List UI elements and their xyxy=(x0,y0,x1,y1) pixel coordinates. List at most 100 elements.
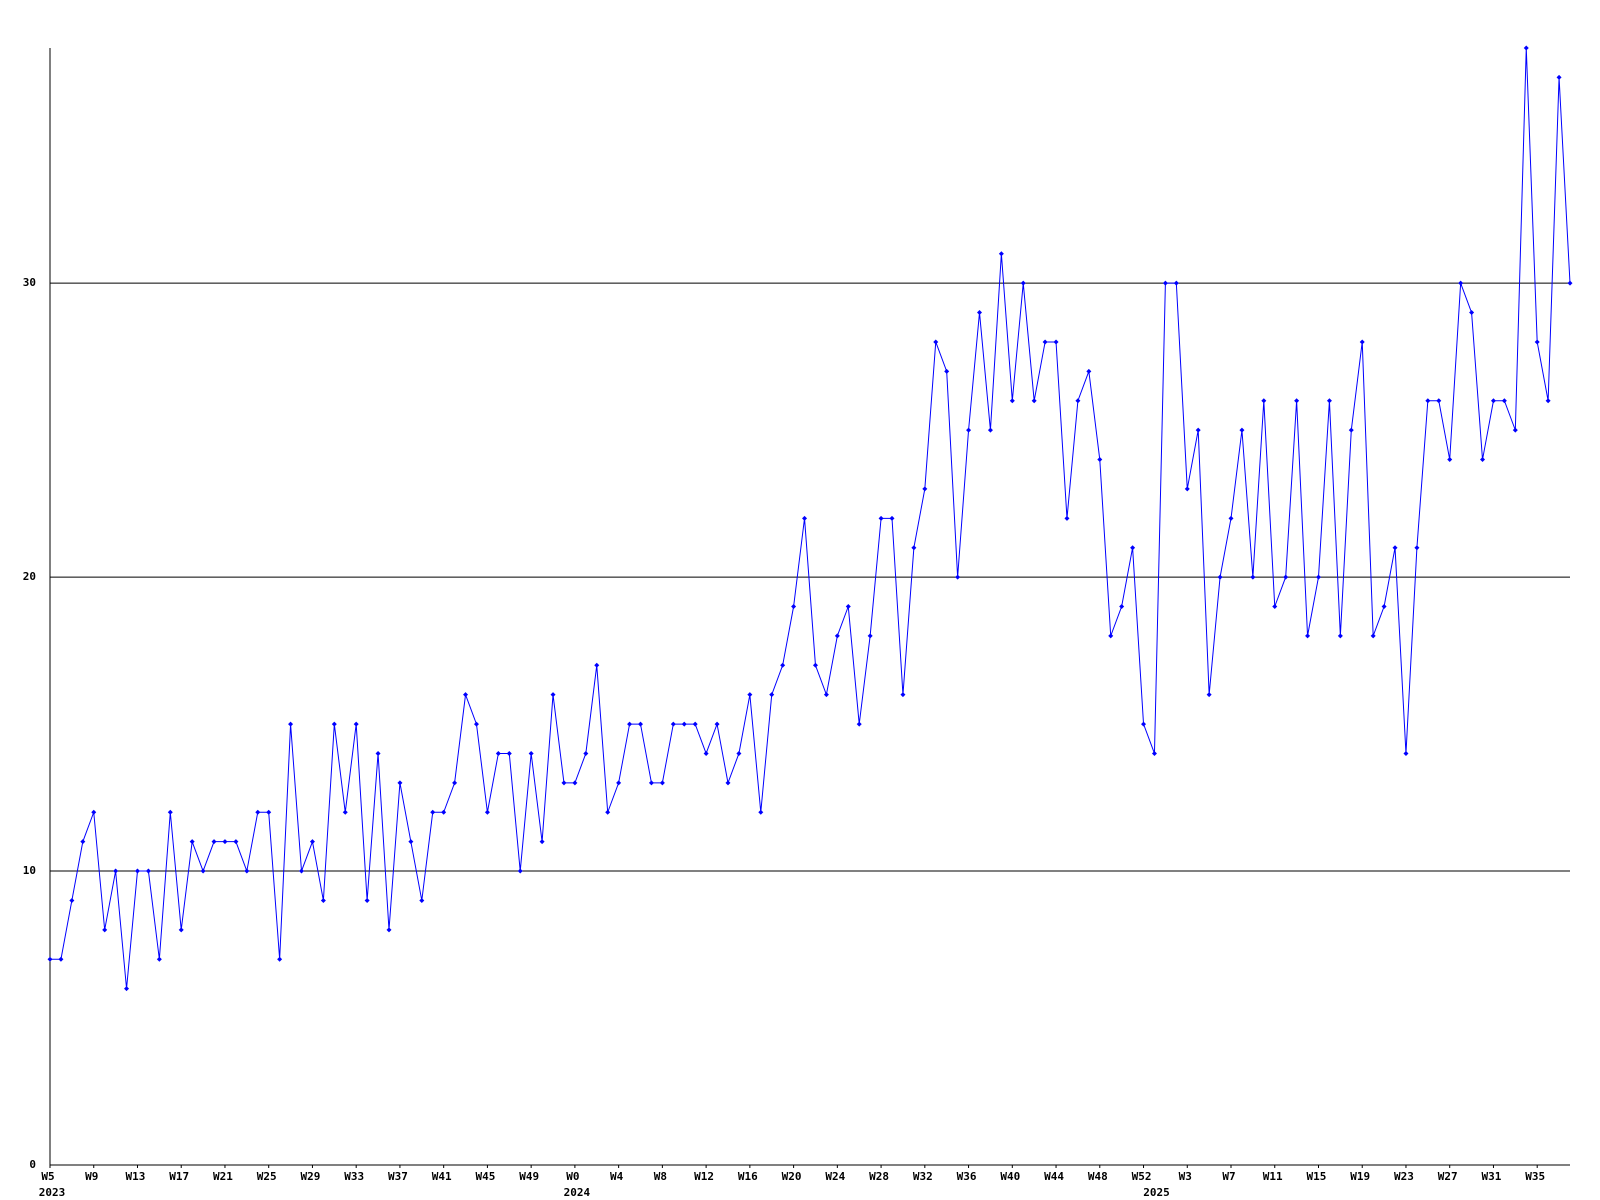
point-marker xyxy=(1031,398,1037,404)
year-label: 2025 xyxy=(1143,1186,1170,1199)
x-tick-label: W24 xyxy=(825,1170,845,1183)
point-marker xyxy=(802,515,808,521)
point-marker xyxy=(725,780,731,786)
point-marker xyxy=(463,692,469,698)
x-tick-label: W13 xyxy=(126,1170,146,1183)
point-marker xyxy=(124,986,130,992)
point-marker xyxy=(769,692,775,698)
point-marker xyxy=(703,750,709,756)
point-marker xyxy=(605,809,611,815)
point-marker xyxy=(692,721,698,727)
x-tick-label: W29 xyxy=(301,1170,321,1183)
point-marker xyxy=(517,868,523,874)
point-marker xyxy=(1414,545,1420,551)
point-marker xyxy=(1162,280,1168,286)
point-marker xyxy=(484,809,490,815)
point-marker xyxy=(1458,280,1464,286)
point-marker xyxy=(747,692,753,698)
point-marker xyxy=(1250,574,1256,580)
point-marker xyxy=(856,721,862,727)
point-marker xyxy=(156,956,162,962)
point-marker xyxy=(528,750,534,756)
point-marker xyxy=(419,897,425,903)
point-marker xyxy=(397,780,403,786)
point-marker xyxy=(1370,633,1376,639)
point-marker xyxy=(1480,457,1486,463)
series-line xyxy=(50,47,1571,989)
x-tick-label: W3 xyxy=(1179,1170,1192,1183)
x-tick-label: W35 xyxy=(1525,1170,1545,1183)
point-marker xyxy=(495,750,501,756)
point-marker xyxy=(408,839,414,845)
point-marker xyxy=(134,868,140,874)
point-marker xyxy=(1217,574,1223,580)
x-tick-label: W37 xyxy=(388,1170,408,1183)
point-marker xyxy=(1294,398,1300,404)
point-marker xyxy=(1381,604,1387,609)
x-tick-label: W16 xyxy=(738,1170,758,1183)
point-marker xyxy=(1436,398,1442,404)
point-marker xyxy=(244,868,250,874)
point-marker xyxy=(211,839,217,845)
point-marker xyxy=(791,604,797,609)
point-marker xyxy=(834,633,840,639)
point-marker xyxy=(1326,398,1332,404)
x-tick-label: W28 xyxy=(869,1170,889,1183)
point-marker xyxy=(69,897,75,903)
point-marker xyxy=(1512,427,1518,433)
x-tick-label: W8 xyxy=(654,1170,667,1183)
point-marker xyxy=(1359,339,1365,345)
point-marker xyxy=(1184,486,1190,492)
point-marker xyxy=(1173,280,1179,286)
point-marker xyxy=(320,897,326,903)
point-marker xyxy=(867,633,873,639)
point-marker xyxy=(1425,398,1431,404)
year-label: 2023 xyxy=(39,1186,66,1199)
point-marker xyxy=(1119,604,1125,609)
point-marker xyxy=(1064,515,1070,521)
point-marker xyxy=(1097,457,1103,463)
point-marker xyxy=(627,721,633,727)
point-marker xyxy=(1206,692,1212,698)
point-marker xyxy=(550,692,556,698)
point-marker xyxy=(572,780,578,786)
x-tick-label: W21 xyxy=(213,1170,233,1183)
point-marker xyxy=(375,750,381,756)
point-marker xyxy=(233,839,239,845)
x-tick-label: W19 xyxy=(1350,1170,1370,1183)
point-marker xyxy=(758,809,764,815)
point-marker xyxy=(1020,280,1026,286)
point-marker xyxy=(561,780,567,786)
point-marker xyxy=(911,545,917,551)
x-tick-label: W41 xyxy=(432,1170,452,1183)
x-tick-label: W0 xyxy=(566,1170,579,1183)
point-marker xyxy=(47,956,53,962)
point-marker xyxy=(441,809,447,815)
point-marker xyxy=(955,574,961,580)
y-tick-label: 30 xyxy=(23,276,36,289)
y-tick-label: 10 xyxy=(23,864,36,877)
point-marker xyxy=(1141,721,1147,727)
point-marker xyxy=(648,780,654,786)
point-marker xyxy=(900,692,906,698)
x-tick-label: W23 xyxy=(1394,1170,1414,1183)
point-marker xyxy=(167,809,173,815)
point-marker xyxy=(670,721,676,727)
point-marker xyxy=(1075,398,1081,404)
point-marker xyxy=(1272,604,1278,609)
point-marker xyxy=(58,956,64,962)
point-marker xyxy=(1042,339,1048,345)
point-marker xyxy=(91,809,97,815)
x-tick-label: W33 xyxy=(344,1170,364,1183)
point-marker xyxy=(1501,398,1507,404)
point-marker xyxy=(659,780,665,786)
point-marker xyxy=(222,839,228,845)
y-tick-label: 0 xyxy=(29,1158,36,1171)
point-marker xyxy=(823,692,829,698)
x-tick-label: W5 xyxy=(41,1170,54,1183)
x-tick-label: W15 xyxy=(1307,1170,1327,1183)
point-marker xyxy=(1108,633,1114,639)
point-marker xyxy=(1392,545,1398,551)
point-marker xyxy=(452,780,458,786)
